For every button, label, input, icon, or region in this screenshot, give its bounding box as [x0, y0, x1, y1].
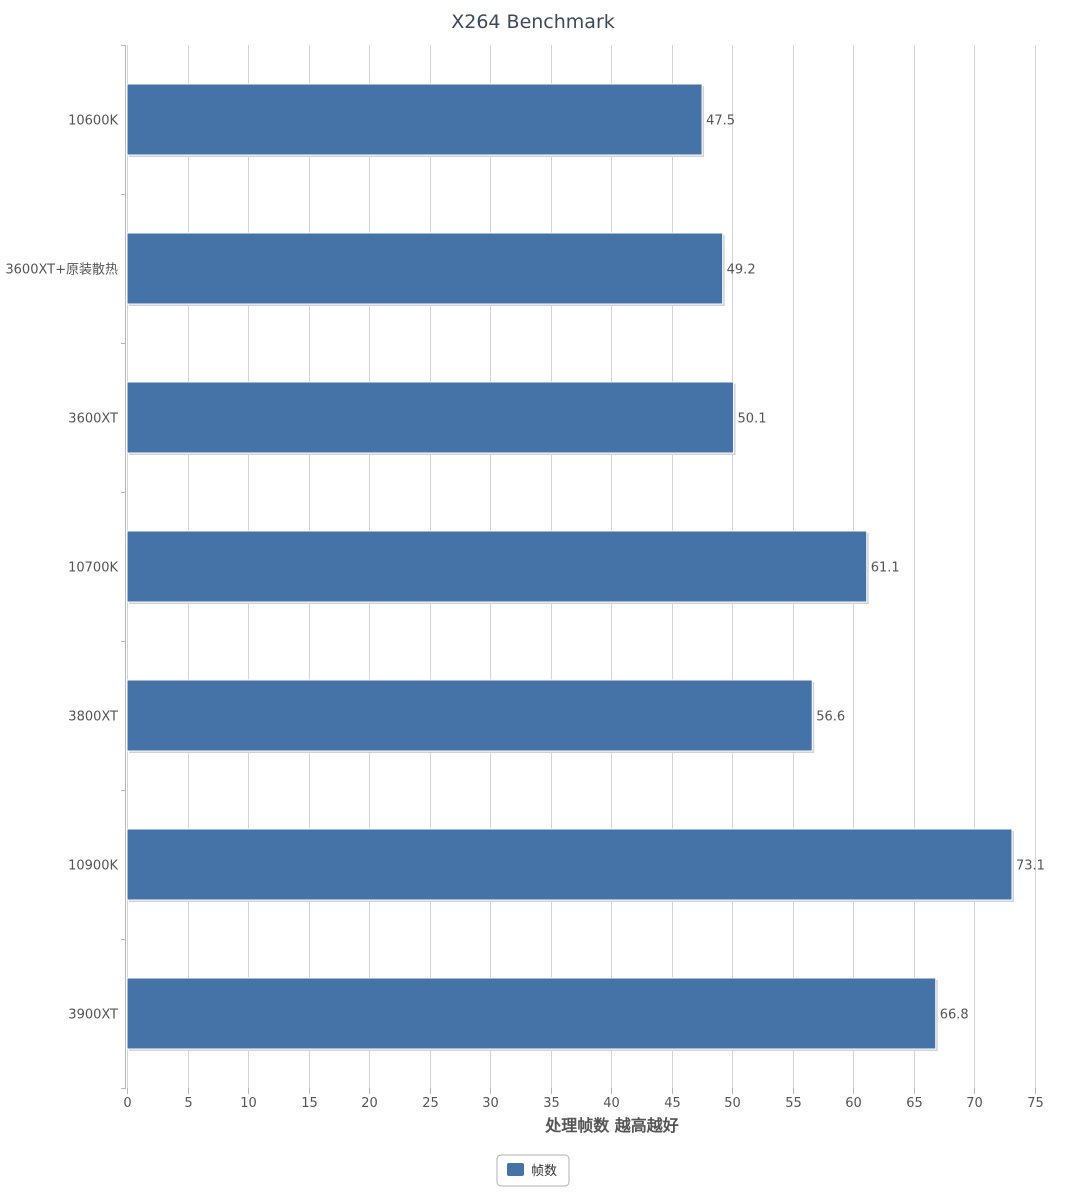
bar[interactable] — [126, 828, 1013, 901]
data-label: 50.1 — [738, 412, 767, 427]
x-tick-label: 35 — [543, 1096, 560, 1111]
x-tick-label: 30 — [482, 1096, 499, 1111]
category-labels: 10600K 3600XT+原装散热 3600XT 10700K 3800XT 10900… — [5, 114, 118, 1023]
category-label: 10600K — [68, 114, 118, 129]
category-label: 3600XT+原装散热 — [5, 263, 118, 278]
x-tick-label: 70 — [966, 1096, 983, 1111]
x-tick-label: 65 — [906, 1096, 923, 1111]
x-tick-label: 45 — [664, 1096, 681, 1111]
category-label: 10900K — [68, 859, 118, 874]
x-tick-label: 60 — [845, 1096, 862, 1111]
data-label: 49.2 — [727, 263, 756, 278]
data-label: 66.8 — [940, 1008, 969, 1023]
x-tick-label: 10 — [240, 1096, 257, 1111]
x-tick-label: 0 — [123, 1096, 131, 1111]
legend[interactable]: 帧数 — [496, 1154, 570, 1187]
x-axis-title: 处理帧数 越高越好 — [544, 1116, 679, 1135]
bar[interactable] — [126, 977, 937, 1050]
x-axis: 0 5 10 15 20 25 30 35 40 45 50 55 60 65 70 75 — [123, 1088, 1044, 1111]
bar[interactable] — [126, 381, 735, 454]
x-tick-label: 55 — [785, 1096, 802, 1111]
x-tick-label: 50 — [724, 1096, 741, 1111]
x-tick-label: 40 — [603, 1096, 620, 1111]
x-tick-label: 75 — [1027, 1096, 1044, 1111]
legend-swatch — [507, 1163, 524, 1176]
x-tick-label: 20 — [361, 1096, 378, 1111]
legend-label: 帧数 — [531, 1164, 557, 1179]
category-label: 3800XT — [68, 710, 118, 725]
category-label: 3600XT — [68, 412, 118, 427]
category-label: 10700K — [68, 561, 118, 576]
bar[interactable] — [126, 530, 868, 603]
x-tick-label: 5 — [184, 1096, 192, 1111]
bar[interactable] — [126, 232, 724, 305]
bar[interactable] — [126, 679, 813, 752]
x-tick-label: 15 — [301, 1096, 318, 1111]
data-label: 47.5 — [706, 114, 735, 129]
data-label: 73.1 — [1016, 859, 1045, 874]
bars: 47.5 49.2 50.1 61.1 56.6 73.1 66.8 — [126, 83, 1045, 1051]
chart-title: X264 Benchmark — [451, 11, 615, 33]
data-label: 56.6 — [816, 710, 845, 725]
bar[interactable] — [126, 83, 703, 156]
data-label: 61.1 — [871, 561, 900, 576]
category-label: 3900XT — [68, 1008, 118, 1023]
x-tick-label: 25 — [422, 1096, 439, 1111]
legend-frame — [496, 1154, 570, 1187]
